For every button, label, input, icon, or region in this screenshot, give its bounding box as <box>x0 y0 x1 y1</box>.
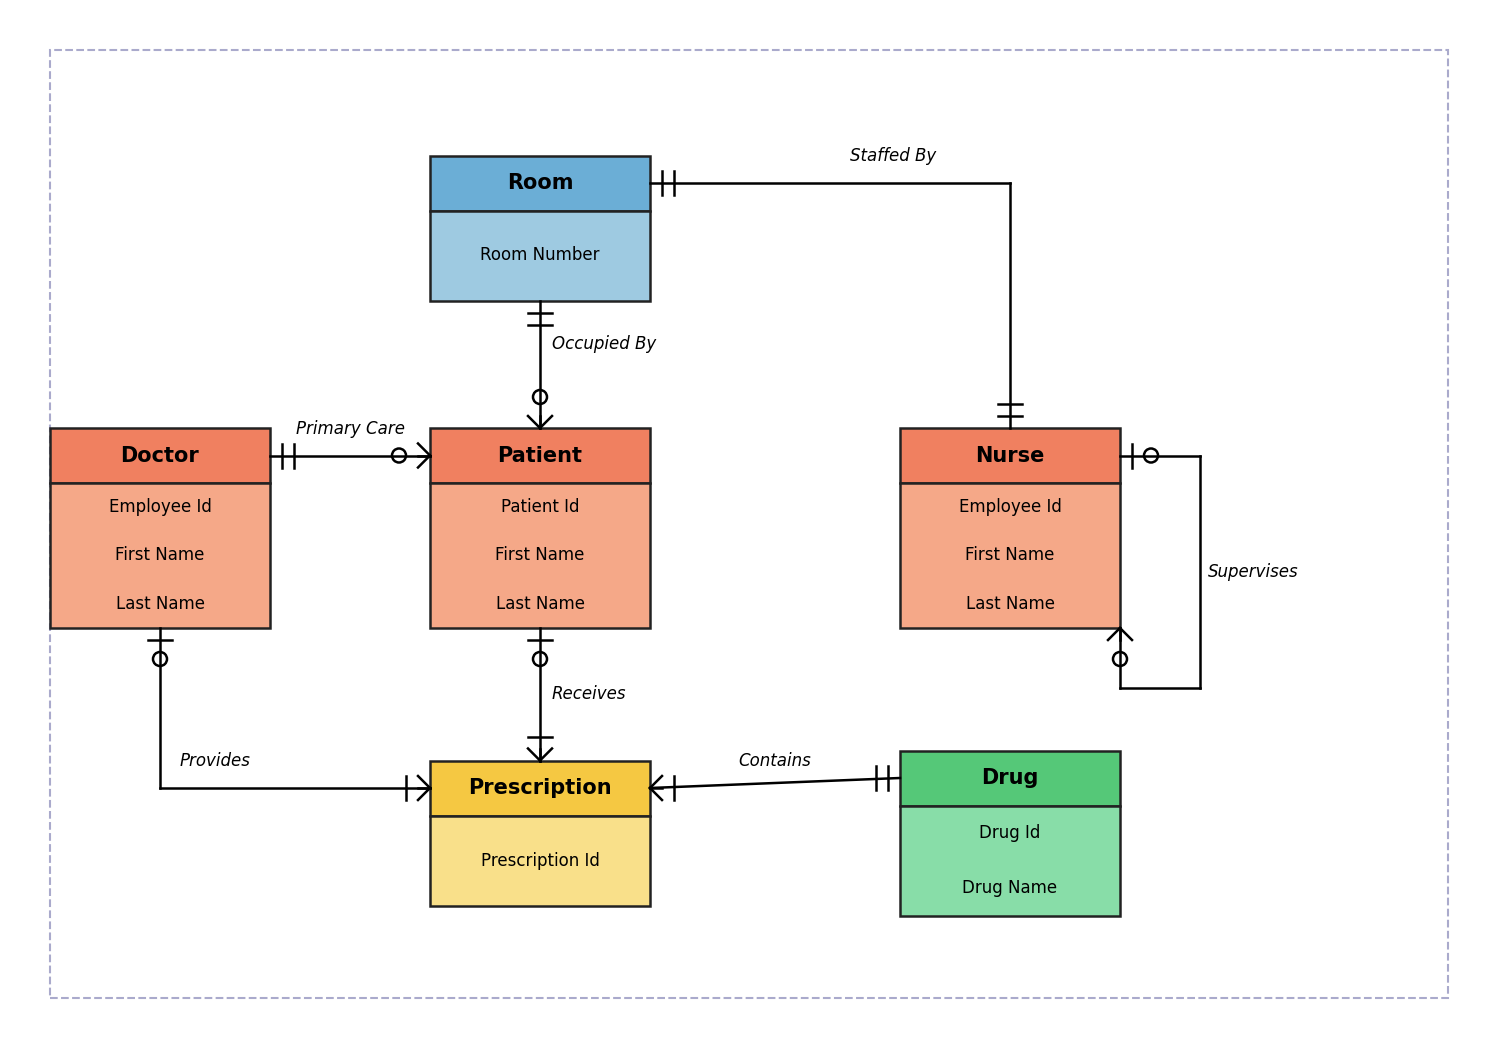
Text: First Name: First Name <box>115 546 205 565</box>
Text: First Name: First Name <box>965 546 1055 565</box>
Text: Patient: Patient <box>497 445 583 465</box>
Text: Receives: Receives <box>551 685 626 703</box>
Text: Prescription Id: Prescription Id <box>481 851 599 870</box>
Text: First Name: First Name <box>496 546 584 565</box>
Bar <box>49 428 270 483</box>
Bar <box>430 428 650 483</box>
Bar <box>430 815 650 905</box>
Text: Drug Id: Drug Id <box>980 824 1041 842</box>
Text: Room Number: Room Number <box>481 246 599 264</box>
Text: Occupied By: Occupied By <box>551 335 656 353</box>
Bar <box>430 761 650 815</box>
Text: Prescription: Prescription <box>469 778 611 798</box>
Bar <box>49 483 270 628</box>
Text: Last Name: Last Name <box>966 595 1055 613</box>
Text: Contains: Contains <box>739 752 812 770</box>
Text: Patient Id: Patient Id <box>500 498 580 517</box>
Bar <box>900 806 1121 916</box>
Bar <box>900 750 1121 806</box>
Text: Employee Id: Employee Id <box>959 498 1062 517</box>
Text: Drug: Drug <box>981 768 1038 788</box>
Bar <box>900 428 1121 483</box>
Text: Supervises: Supervises <box>1207 563 1299 581</box>
Text: Drug Name: Drug Name <box>962 879 1058 897</box>
Text: Doctor: Doctor <box>121 445 199 465</box>
Text: Staffed By: Staffed By <box>849 147 936 165</box>
Text: Primary Care: Primary Care <box>295 419 404 437</box>
Text: Provides: Provides <box>180 752 250 770</box>
Bar <box>430 483 650 628</box>
Text: Nurse: Nurse <box>975 445 1044 465</box>
Text: Last Name: Last Name <box>115 595 205 613</box>
Bar <box>430 211 650 301</box>
Bar <box>900 483 1121 628</box>
Text: Employee Id: Employee Id <box>108 498 211 517</box>
Text: Room: Room <box>506 173 574 193</box>
Bar <box>430 155 650 211</box>
Text: Last Name: Last Name <box>496 595 584 613</box>
